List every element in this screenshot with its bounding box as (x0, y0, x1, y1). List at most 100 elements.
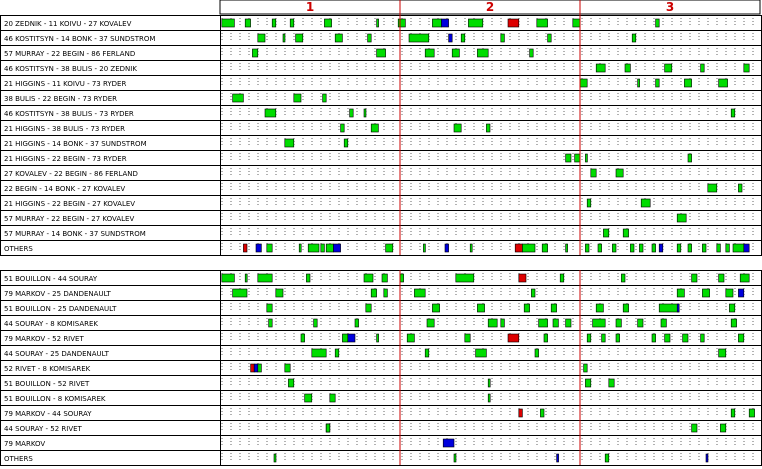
shift-segment-even (322, 93, 327, 103)
shift-segment-even (738, 183, 743, 193)
row-label: 21 HIGGINS - 11 KOIVU - 73 RYDER (4, 80, 126, 88)
shift-segment-even (455, 273, 475, 283)
shift-segment-even (376, 48, 386, 58)
shift-segment-even (637, 318, 644, 328)
shift-segment-even (363, 108, 367, 118)
shift-segment-even (540, 408, 545, 418)
shift-segment-even (730, 408, 736, 418)
row-label: 79 MARKOV - 25 DANDENAULT (4, 290, 112, 298)
shift-segment-powerplay (705, 453, 709, 463)
table-row: 44 SOURAY - 8 KOMISAREK (0, 315, 762, 328)
shift-segment-even (658, 303, 680, 313)
shift-segment-even (367, 33, 372, 43)
shift-segment-even (487, 378, 491, 388)
row-label: 38 BULIS - 22 BEGIN - 73 RYDER (4, 95, 117, 103)
shift-segment-penaltykill (507, 18, 520, 28)
shift-segment-even (691, 273, 698, 283)
row-label: 57 MURRAY - 22 BEGIN - 27 KOVALEV (4, 215, 134, 223)
shift-segment-even (664, 333, 671, 343)
table-row: 22 BEGIN - 14 BONK - 27 KOVALEV (0, 180, 762, 193)
shift-segment-even (273, 453, 277, 463)
table-row: 79 MARKOV - 44 SOURAY (0, 405, 762, 418)
shift-segment-even (304, 393, 313, 403)
period-label-2: 2 (486, 0, 494, 14)
shift-segment-even (244, 273, 248, 283)
shift-segment-even (288, 378, 295, 388)
row-label: 44 SOURAY - 8 KOMISAREK (4, 320, 98, 328)
period-label-3: 3 (666, 0, 674, 14)
shift-segment-even (424, 48, 435, 58)
forward-lines-table: 20 ZEDNIK - 11 KOIVU - 27 KOVALEV 46 KOST… (0, 0, 762, 256)
shift-segment-even (565, 318, 572, 328)
row-label: 79 MARKOV (4, 440, 45, 448)
shift-segment-even (300, 333, 305, 343)
shift-segment-even (275, 288, 284, 298)
shift-segment-even (320, 243, 325, 253)
shift-segment-even (477, 303, 485, 313)
shift-segment-powerplay (448, 33, 453, 43)
shift-segment-even (691, 423, 698, 433)
shift-segment-even (707, 183, 718, 193)
shift-segment-even (385, 243, 394, 253)
shift-segment-even (725, 243, 730, 253)
shift-segment-even (739, 273, 750, 283)
shift-segment-even (725, 288, 734, 298)
shift-segment-even (676, 213, 687, 223)
row-label: 46 KOSTITSYN - 38 BULIS - 73 RYDER (4, 110, 134, 118)
shift-segment-even (630, 243, 635, 253)
shift-segment-even (268, 318, 273, 328)
shift-segment-even (534, 348, 539, 358)
row-label: 22 BEGIN - 14 BONK - 27 KOVALEV (4, 185, 125, 193)
shift-segment-even (354, 318, 359, 328)
shift-segment-even (655, 18, 660, 28)
shift-segment-even (500, 318, 505, 328)
shift-segment-even (585, 153, 588, 163)
shift-segment-even (543, 333, 548, 343)
shift-segment-even (408, 33, 430, 43)
shift-segment-penaltykill (507, 333, 520, 343)
shift-segment-even (232, 93, 244, 103)
row-label: 51 BOUILLON - 44 SOURAY (4, 275, 98, 283)
shift-segment-penaltykill (518, 408, 523, 418)
shift-segment-even (595, 63, 606, 73)
row-label: 21 HIGGINS - 14 BONK - 37 SUNDSTROM (4, 140, 147, 148)
shift-segment-penaltykill (243, 243, 248, 253)
shift-segment-powerplay (556, 453, 559, 463)
shift-segment-even (370, 123, 379, 133)
row-label: 51 BOUILLON - 25 DANDENAULT (4, 305, 117, 313)
shift-segment-even (325, 423, 331, 433)
shift-segment-even (655, 78, 660, 88)
shift-segment-even (612, 243, 617, 253)
shift-segment-even (615, 333, 620, 343)
shift-segment-penaltykill (250, 363, 255, 373)
shift-segment-even (381, 273, 388, 283)
shift-segment-even (729, 303, 736, 313)
shift-segment-even (687, 243, 692, 253)
shift-segment-even (397, 18, 406, 28)
shift-segment-even (682, 333, 689, 343)
shift-segment-even (732, 243, 745, 253)
shift-segment-even (293, 93, 302, 103)
shift-segment-even (748, 408, 755, 418)
shift-segment-powerplay (743, 243, 750, 253)
shift-segment-even (370, 288, 377, 298)
shift-segment-even (552, 318, 559, 328)
shift-segment-powerplay (441, 18, 449, 28)
row-label: 21 HIGGINS - 38 BULIS - 73 RYDER (4, 125, 125, 133)
shift-segment-even (264, 108, 277, 118)
shift-segment-even (702, 288, 710, 298)
shift-segment-even (257, 33, 266, 43)
shift-segment-even (608, 378, 615, 388)
shift-segment-even (252, 48, 259, 58)
table-row: 79 MARKOV - 52 RIVET (0, 330, 762, 343)
shift-segment-even (720, 423, 727, 433)
table-row: 21 HIGGINS - 38 BULIS - 73 RYDER (0, 120, 762, 133)
table-row: 27 KOVALEV - 22 BEGIN - 86 FERLAND (0, 165, 762, 178)
row-label: 51 BOUILLON - 52 RIVET (4, 380, 90, 388)
shift-segment-even (586, 333, 592, 343)
shift-segment-even (718, 348, 727, 358)
shift-segment-even (313, 318, 318, 328)
table-row: OTHERS (0, 450, 762, 463)
table-row: 46 KOSTITSYN - 38 BULIS - 20 ZEDNIK (0, 60, 762, 73)
